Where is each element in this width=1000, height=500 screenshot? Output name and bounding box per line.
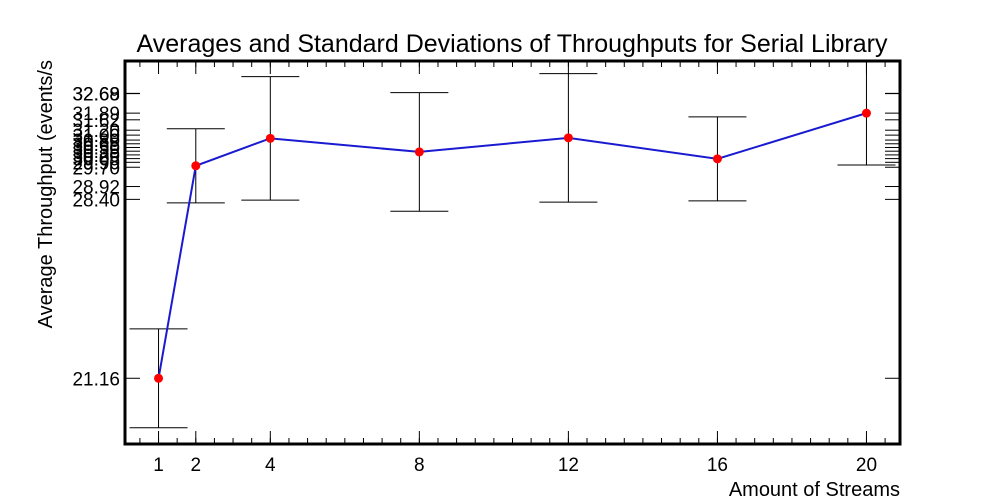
y-tick-label: 31.00 (72, 126, 120, 147)
y-tick-label: 28.40 (72, 190, 120, 211)
x-tick-label: 4 (265, 455, 276, 476)
y-axis-label: Average Throughput (events/s (35, 60, 57, 328)
chart-title: Averages and Standard Deviations of Thro… (137, 30, 888, 58)
data-point (414, 147, 424, 157)
y-tick-label: 30.35 (72, 142, 120, 163)
data-point (712, 154, 722, 164)
x-tick-label: 20 (856, 455, 877, 476)
y-tick-label: 30.05 (72, 150, 120, 171)
plot-frame (123, 59, 902, 446)
y-tick-label: 29.70 (72, 158, 120, 179)
x-tick-label: 2 (191, 455, 202, 476)
data-point (154, 373, 164, 383)
y-tick-label: 30.65 (72, 135, 120, 156)
error-bars (129, 60, 896, 429)
data-point (563, 133, 573, 143)
data-point (191, 161, 201, 171)
y-tick-label: 28.92 (72, 178, 120, 199)
data-points (154, 108, 871, 383)
x-tick-label: 8 (414, 455, 425, 476)
y-tick-label: 31.20 (72, 121, 120, 142)
axis-ticks: 1 2 4 8 12 16 2021.1628.4028.9229.7029.9030.05… (72, 61, 900, 476)
y-tick-label: 21.16 (72, 369, 120, 390)
y-tick-label: 32.69 (72, 84, 120, 105)
y-tick-label: 30.80 (72, 131, 120, 152)
x-tick-label: 16 (707, 455, 728, 476)
x-axis-label: Amount of Streams (729, 479, 900, 500)
series-line (157, 112, 867, 379)
y-tick-label: 30.20 (72, 146, 120, 167)
y-tick-label: 31.62 (72, 111, 120, 132)
x-tick-label: 12 (558, 455, 579, 476)
x-tick-label: 1 (153, 455, 164, 476)
y-tick-label: 31.89 (72, 104, 120, 125)
y-tick-label: 29.90 (72, 153, 120, 174)
data-point (861, 108, 871, 118)
y-tick-label: 30.50 (72, 138, 120, 159)
data-point (265, 133, 275, 143)
y-tick-label: 32.68 (72, 85, 120, 106)
